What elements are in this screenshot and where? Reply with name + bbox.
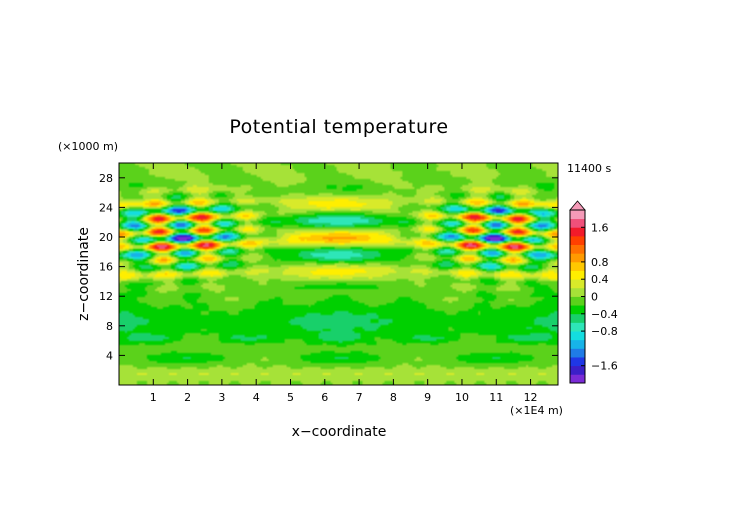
x-tick-label: 9 <box>424 391 431 404</box>
colorbar-swatch <box>570 374 585 384</box>
x-tick-label: 1 <box>150 391 157 404</box>
y-axis-label: z−coordinate <box>76 227 92 321</box>
colorbar-swatch <box>570 296 585 306</box>
y-tick-label: 28 <box>99 172 113 185</box>
colorbar-tick-label: 0.8 <box>591 256 609 269</box>
x-tick-label: 4 <box>253 391 260 404</box>
colorbar-swatch <box>570 210 585 220</box>
colorbar-swatch <box>570 227 585 237</box>
colorbar: 1.6 0.8 0.4 0 −0.4 −0.8 −1.6 <box>569 200 618 384</box>
colorbar-tick-label: −0.8 <box>591 325 618 338</box>
colorbar-tick-label: −0.4 <box>591 308 618 321</box>
x-tick-label: 2 <box>184 391 191 404</box>
x-tick-label: 3 <box>218 391 225 404</box>
colorbar-swatch <box>570 235 585 245</box>
y-tick-label: 24 <box>99 201 113 214</box>
heatmap-field <box>119 163 558 385</box>
colorbar-swatch <box>570 244 585 254</box>
colorbar-tick-label: 1.6 <box>591 221 609 234</box>
colorbar-tick-label: −1.6 <box>591 360 618 373</box>
colorbar-swatch <box>570 218 585 228</box>
plot-frame <box>118 162 559 386</box>
colorbar-swatch <box>570 253 585 263</box>
colorbar-swatch <box>570 357 585 367</box>
y-tick-label: 16 <box>99 261 113 274</box>
colorbar-swatch <box>570 339 585 349</box>
colorbar-swatch <box>570 279 585 289</box>
colorbar-swatch <box>570 322 585 332</box>
colorbar-swatch <box>570 348 585 358</box>
y-axis-ticks: 4 8 12 16 20 24 28 <box>99 172 558 362</box>
y-tick-label: 12 <box>99 290 113 303</box>
x-tick-label: 10 <box>455 391 469 404</box>
colorbar-swatch <box>570 261 585 271</box>
colorbar-swatch <box>570 313 585 323</box>
chart-title: Potential temperature <box>229 116 448 138</box>
colorbar-swatch <box>570 270 585 280</box>
x-tick-label: 6 <box>321 391 328 404</box>
time-label: 11400 s <box>567 162 611 175</box>
x-axis-ticks: 1 2 3 4 5 6 7 8 9 10 11 12 <box>150 163 538 404</box>
colorbar-swatch <box>570 305 585 315</box>
x-tick-label: 8 <box>390 391 397 404</box>
x-tick-label: 5 <box>287 391 294 404</box>
x-tick-label: 7 <box>356 391 363 404</box>
y-tick-label: 8 <box>106 320 113 333</box>
colorbar-tick-label: 0 <box>591 291 598 304</box>
colorbar-swatch <box>570 287 585 297</box>
x-unit-label: (×1E4 m) <box>510 404 563 417</box>
x-tick-label: 12 <box>524 391 538 404</box>
colorbar-swatch <box>570 331 585 341</box>
y-tick-label: 20 <box>99 231 113 244</box>
y-tick-label: 4 <box>106 349 113 362</box>
y-unit-label: (×1000 m) <box>58 140 118 153</box>
x-axis-label: x−coordinate <box>292 424 387 440</box>
colorbar-swatch <box>570 365 585 375</box>
x-tick-label: 11 <box>489 391 503 404</box>
colorbar-tick-label: 0.4 <box>591 273 609 286</box>
